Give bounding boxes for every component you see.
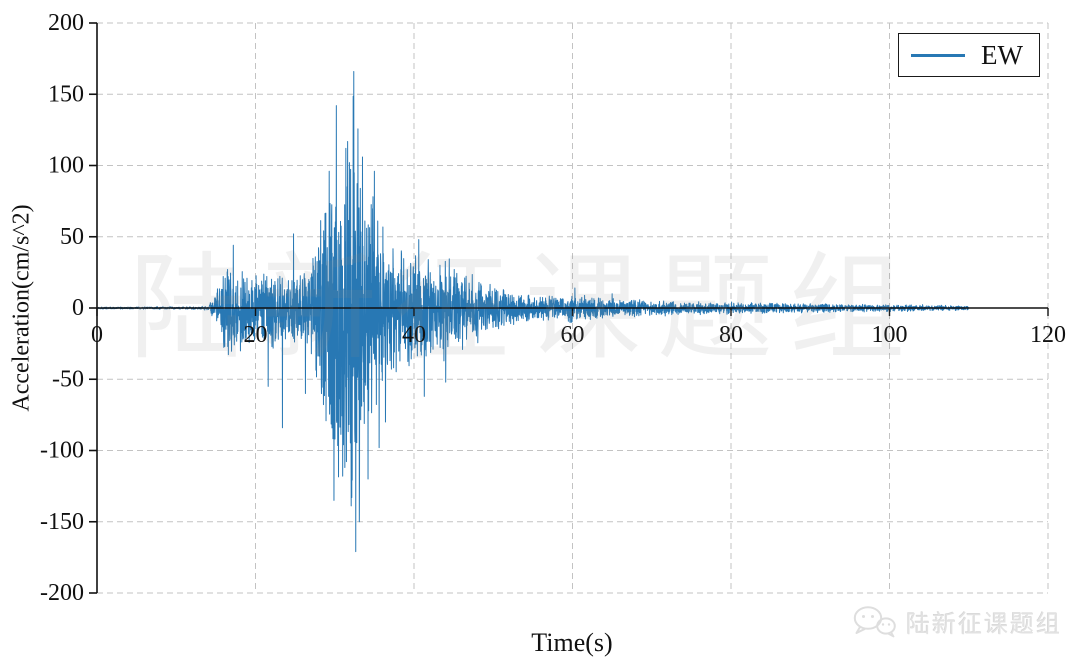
y-tick-label-200: 200 — [48, 10, 84, 36]
y-tick-label-0: 0 — [72, 295, 84, 321]
legend-label: EW — [981, 39, 1023, 70]
y-tick-label--50: -50 — [52, 366, 84, 392]
y-tick-label--150: -150 — [40, 509, 84, 535]
x-tick-label-80: 80 — [719, 322, 743, 348]
x-tick-label-60: 60 — [561, 322, 585, 348]
ew-waveform — [96, 70, 970, 553]
footer-brand-text: 陆新征课题组 — [906, 612, 1062, 638]
legend-line-swatch — [911, 53, 965, 57]
wechat-icon — [853, 605, 896, 637]
y-tick-label--200: -200 — [40, 580, 84, 606]
legend: EW — [898, 33, 1040, 77]
x-tick-label-0: 0 — [91, 322, 103, 348]
x-tick-label-120: 120 — [1030, 322, 1066, 348]
x-tick-label-100: 100 — [872, 322, 908, 348]
y-tick-label-150: 150 — [48, 81, 84, 107]
y-tick-label-100: 100 — [48, 153, 84, 179]
x-axis-label: Time(s) — [531, 628, 613, 657]
x-tick-label-20: 20 — [244, 322, 268, 348]
y-axis-label: Acceleration(cm/s^2) — [8, 204, 35, 412]
y-tick-label-50: 50 — [60, 224, 84, 250]
x-tick-label-40: 40 — [402, 322, 426, 348]
y-tick-label--100: -100 — [40, 438, 84, 464]
footer-brand: 陆新征课题组 — [852, 604, 1062, 639]
